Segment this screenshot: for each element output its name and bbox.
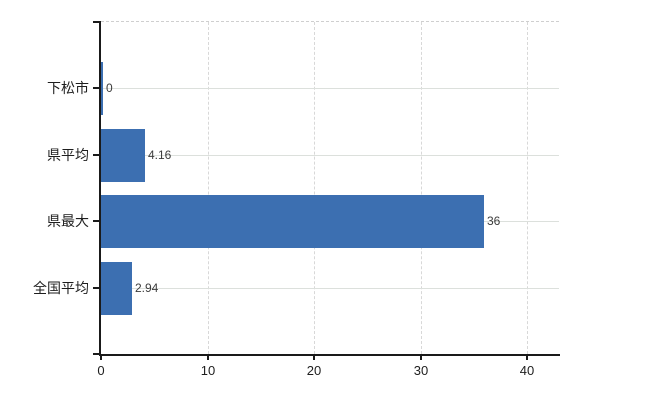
value-label: 2.94 xyxy=(135,281,159,295)
category-label: 下松市 xyxy=(47,80,89,96)
y-gridline xyxy=(101,155,559,156)
x-tick-label: 30 xyxy=(413,363,429,378)
bar xyxy=(101,195,484,248)
x-gridline xyxy=(527,22,528,354)
y-axis xyxy=(99,21,101,356)
y-tick-mark xyxy=(93,87,99,89)
x-axis xyxy=(99,354,560,356)
y-axis-end-tick xyxy=(93,21,99,23)
y-tick-mark xyxy=(93,154,99,156)
x-tick-label: 0 xyxy=(97,363,105,378)
x-tick-label: 40 xyxy=(519,363,535,378)
x-gridline xyxy=(314,22,315,354)
x-tick-mark xyxy=(526,354,528,360)
x-tick-label: 10 xyxy=(200,363,216,378)
bar xyxy=(101,62,103,115)
y-gridline xyxy=(101,288,559,289)
bar xyxy=(101,129,145,182)
plot-top-border xyxy=(101,21,559,22)
value-label: 0 xyxy=(106,81,113,95)
value-label: 4.16 xyxy=(148,148,172,162)
x-tick-mark xyxy=(100,354,102,360)
x-tick-mark xyxy=(313,354,315,360)
value-label: 36 xyxy=(487,214,501,228)
category-label: 県平均 xyxy=(47,147,89,163)
category-label: 全国平均 xyxy=(33,280,89,296)
bar xyxy=(101,262,132,315)
y-gridline xyxy=(101,88,559,89)
x-tick-label: 20 xyxy=(306,363,322,378)
x-tick-mark xyxy=(420,354,422,360)
x-tick-mark xyxy=(207,354,209,360)
x-gridline xyxy=(421,22,422,354)
category-label: 県最大 xyxy=(47,213,89,229)
y-tick-mark xyxy=(93,287,99,289)
y-tick-mark xyxy=(93,220,99,222)
x-gridline xyxy=(208,22,209,354)
y-axis-end-tick xyxy=(93,353,99,355)
